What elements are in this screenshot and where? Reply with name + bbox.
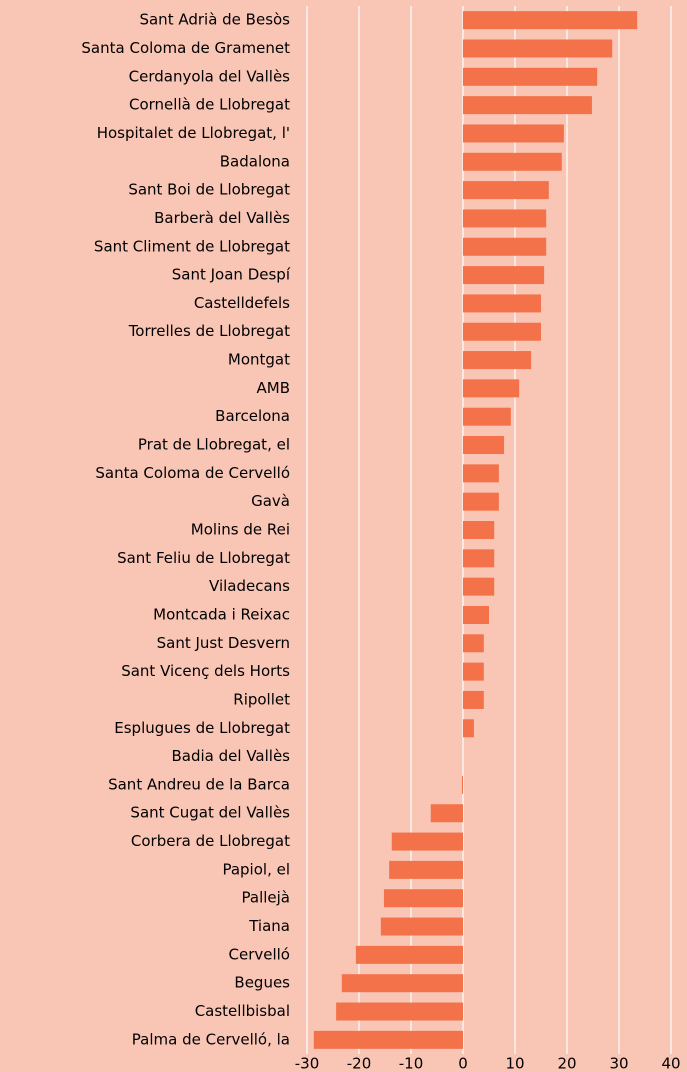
y-tick-label: Ripollet <box>233 690 290 708</box>
y-tick-label: Badia del Vallès <box>172 747 291 765</box>
y-tick-label: Pallejà <box>242 889 291 907</box>
y-tick-label: Montgat <box>228 351 290 369</box>
bar <box>463 124 564 143</box>
bar <box>463 407 511 426</box>
bar <box>463 436 505 455</box>
bar <box>461 775 463 794</box>
y-tick-label: Barcelona <box>215 407 290 425</box>
bar <box>463 322 541 341</box>
bar <box>463 39 613 58</box>
y-tick-label: Santa Coloma de Gramenet <box>81 39 290 57</box>
y-tick-label: Tiana <box>248 917 290 935</box>
bar <box>463 690 484 709</box>
bar <box>463 605 489 624</box>
y-tick-label: Castelldefels <box>194 294 290 312</box>
x-tick-label: -10 <box>399 1055 424 1072</box>
y-tick-label: Prat de Llobregat, el <box>138 436 290 454</box>
bar <box>463 181 549 200</box>
y-tick-label: Sant Cugat del Vallès <box>130 804 290 822</box>
x-tick-label: 10 <box>505 1055 524 1072</box>
bar <box>389 860 463 879</box>
bar <box>355 945 463 964</box>
y-tick-label: Sant Andreu de la Barca <box>108 775 290 793</box>
bar <box>313 1030 463 1049</box>
y-tick-label: Cornellà de Llobregat <box>129 96 290 114</box>
y-tick-label: Santa Coloma de Cervelló <box>95 464 290 482</box>
y-tick-label: Sant Joan Despí <box>172 266 291 284</box>
bar <box>463 237 547 256</box>
bar <box>463 266 545 285</box>
x-tick-label: 40 <box>661 1055 680 1072</box>
y-tick-label: Gavà <box>251 492 290 510</box>
bar <box>463 492 499 511</box>
y-tick-label: Sant Adrià de Besòs <box>139 11 290 29</box>
y-tick-label: Torrelles de Llobregat <box>128 322 290 340</box>
bar <box>463 464 499 483</box>
bar <box>430 804 463 823</box>
y-tick-label: AMB <box>257 379 291 397</box>
bar <box>463 11 638 30</box>
bar <box>463 152 562 171</box>
y-tick-label: Castellbisbal <box>195 1002 290 1020</box>
y-tick-label: Cervelló <box>229 945 291 963</box>
bar <box>391 832 463 851</box>
x-tick-label: 0 <box>458 1055 468 1072</box>
y-tick-label: Barberà del Vallès <box>154 209 290 227</box>
y-tick-label: Begues <box>234 974 290 992</box>
y-tick-label: Cerdanyola del Vallès <box>129 67 291 85</box>
bar <box>463 577 495 596</box>
bar <box>463 209 547 228</box>
y-tick-label: Sant Just Desvern <box>157 634 290 652</box>
y-tick-label: Badalona <box>220 152 290 170</box>
y-tick-label: Sant Boi de Llobregat <box>128 181 290 199</box>
bar <box>380 917 463 936</box>
bar <box>463 521 495 539</box>
y-tick-label: Montcada i Reixac <box>153 605 290 623</box>
bar <box>341 974 463 993</box>
bar <box>463 67 598 86</box>
y-tick-label: Viladecans <box>209 577 290 595</box>
bar <box>463 634 484 653</box>
bar <box>383 889 463 908</box>
y-tick-label: Hospitalet de Llobregat, l' <box>97 124 290 142</box>
bar <box>463 351 532 370</box>
bar <box>336 1002 463 1021</box>
x-tick-label: -30 <box>295 1055 320 1072</box>
x-tick-label: 30 <box>609 1055 628 1072</box>
y-tick-label: Sant Climent de Llobregat <box>94 237 290 255</box>
x-tick-label: -20 <box>347 1055 372 1072</box>
bar <box>463 379 520 398</box>
bar <box>463 549 495 568</box>
y-tick-label: Sant Vicenç dels Horts <box>121 662 290 680</box>
bar <box>463 662 484 681</box>
y-tick-label: Esplugues de Llobregat <box>114 719 290 737</box>
bar <box>463 96 592 115</box>
bar <box>463 294 541 313</box>
y-tick-label: Papiol, el <box>222 860 290 878</box>
y-tick-label: Molins de Rei <box>191 521 290 539</box>
y-tick-label: Sant Feliu de Llobregat <box>117 549 290 567</box>
y-tick-label: Palma de Cervelló, la <box>132 1030 290 1048</box>
y-tick-label: Corbera de Llobregat <box>131 832 290 850</box>
bar <box>463 719 474 738</box>
x-tick-label: 20 <box>557 1055 576 1072</box>
